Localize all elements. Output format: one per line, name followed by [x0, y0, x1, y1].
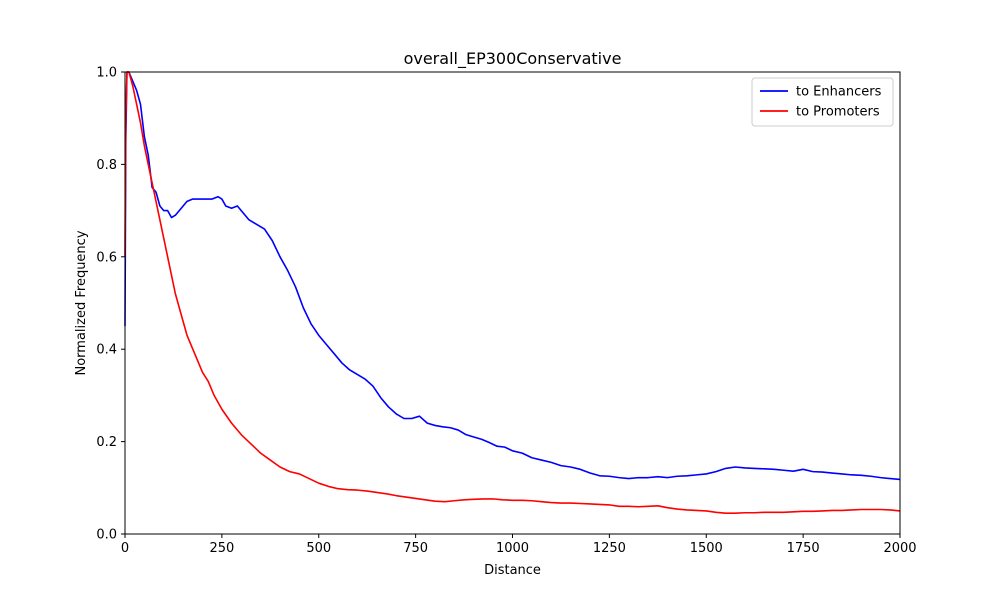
x-tick-label: 1250 [593, 541, 626, 556]
legend: to Enhancers to Promoters [751, 77, 894, 127]
y-tick-label: 0.2 [96, 435, 117, 450]
x-tick-label: 500 [306, 541, 331, 556]
y-axis: 0.0 0.2 0.4 0.6 0.8 1.0 [96, 66, 125, 543]
series-layer [124, 71, 901, 515]
legend-label-enhancers: to Enhancers [796, 85, 882, 100]
x-tick-label: 1500 [690, 541, 723, 556]
series-line-promoters [124, 71, 901, 515]
series-line-enhancers [124, 71, 901, 481]
x-tick-label: 2000 [883, 541, 916, 556]
y-tick-label: 0.4 [96, 343, 117, 358]
legend-label-promoters: to Promoters [796, 105, 880, 120]
x-tick-label: 0 [121, 541, 129, 556]
x-tick-label: 250 [209, 541, 234, 556]
y-tick-label: 0.0 [96, 528, 117, 543]
y-tick-label: 1.0 [96, 66, 117, 81]
chart-title: overall_EP300Conservative [404, 49, 622, 69]
y-tick-label: 0.8 [96, 158, 117, 173]
y-axis-label: Normalized Frequency [74, 230, 89, 375]
x-tick-label: 1000 [496, 541, 529, 556]
x-tick-label: 750 [403, 541, 428, 556]
x-axis: 0 250 500 750 1000 1250 1500 1750 2000 [121, 534, 917, 556]
x-axis-label: Distance [484, 563, 541, 578]
x-tick-label: 1750 [787, 541, 820, 556]
legend-box [751, 77, 894, 127]
y-tick-label: 0.6 [96, 250, 117, 265]
